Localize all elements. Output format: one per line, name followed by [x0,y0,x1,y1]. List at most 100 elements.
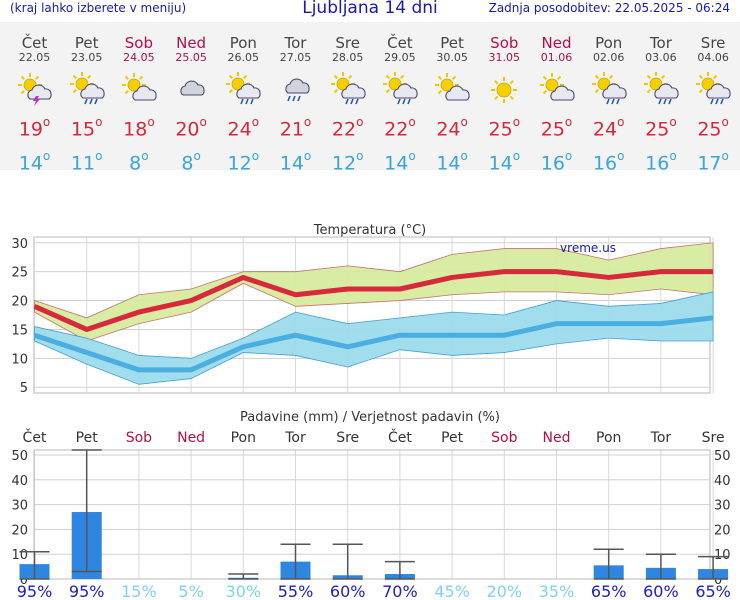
watermark: vreme.us [560,241,616,255]
precipitation-day-label: Ned [543,430,571,446]
temperature-y-tick: 10 [11,352,28,367]
day-column: Sre 04.06 25o 17o [687,22,739,175]
max-temperature: 25o [697,115,729,141]
min-temperature: 14o [488,149,521,175]
day-date: 28.05 [331,51,364,64]
day-column: Sob 31.05 25o 14o [478,22,530,175]
day-column: Tor 03.06 25o 16o [635,22,687,175]
top-bar: (kraj lahko izberete v meniju) Ljubljana… [0,0,740,22]
day-name: Sre [335,34,360,52]
temperature-range-band-min [34,291,714,385]
max-temperature: 22o [331,115,364,141]
day-date: 01.06 [540,51,573,64]
precipitation-y-tick-left: 40 [11,474,28,489]
sun-cloud-rain-icon [643,72,679,108]
min-temperature: 14o [436,149,468,175]
precipitation-day-label: Pon [231,430,256,446]
day-column: Sob 24.05 18o 8o [113,22,165,175]
last-update: Zadnja posodobitev: 22.05.2025 - 06:24 [488,1,730,15]
sun-cloud-rain-icon [695,72,731,108]
max-temperature: 24o [436,115,468,141]
max-temperature: 24o [227,115,260,141]
max-temperature: 25o [540,115,573,141]
min-temperature: 14o [384,149,416,175]
precipitation-probability: 55% [278,582,314,600]
precipitation-probability: 20% [487,582,523,600]
precipitation-y-tick-right: 10 [714,548,731,563]
day-date: 31.05 [488,51,521,64]
precipitation-probability: 15% [121,582,157,600]
min-temperature: 12o [331,149,364,175]
temperature-chart-title: Temperatura (°C) [313,223,426,238]
temperature-line-min [33,315,714,373]
precipitation-y-tick-right: 20 [714,523,731,538]
day-date: 24.05 [123,51,155,64]
precipitation-day-label: Pet [441,430,464,446]
temperature-line-max [33,269,714,332]
precipitation-day-label: Sre [702,430,725,446]
precipitation-y-tick-left: 10 [11,548,28,563]
precipitation-probability: 60% [330,582,366,600]
max-temperature: 19o [18,115,51,141]
max-temperature: 15o [70,115,103,141]
day-name: Pon [229,34,257,52]
precipitation-day-label: Pon [596,430,621,446]
precipitation-probability: 60% [643,582,679,600]
precipitation-y-tick-left: 20 [11,523,28,538]
max-temperature: 25o [488,115,521,141]
day-column: Pet 30.05 24o 14o [426,22,478,175]
day-name: Pon [595,34,623,52]
temperature-y-tick: 5 [20,381,28,396]
partly-sunny-thunder-icon [17,72,53,108]
max-temperature: 20o [175,115,207,141]
precipitation-day-label: Sob [126,430,152,446]
day-date: 29.05 [384,51,416,64]
day-name: Ned [176,34,207,52]
day-name: Ned [541,34,572,52]
min-temperature: 14o [279,149,312,175]
min-temperature: 8o [129,149,149,175]
day-name: Čet [21,34,48,52]
precipitation-y-tick-right: 40 [714,474,731,489]
precipitation-day-label: Čet [388,428,412,446]
partly-sunny-icon [434,72,470,108]
precipitation-day-label: Sob [491,430,517,446]
sun-cloud-rain-icon [225,72,261,108]
precipitation-y-tick-right: 30 [714,499,731,514]
min-temperature: 16o [540,149,573,175]
precipitation-probability: 65% [591,582,627,600]
day-column: Čet 22.05 19o 14o [9,22,61,175]
day-date: 27.05 [279,51,312,64]
day-column: Pon 26.05 24o 12o [217,22,269,175]
day-column: Ned 25.05 20o 8o [165,22,217,175]
partly-sunny-icon [539,72,575,108]
precipitation-probability: 70% [382,582,418,600]
charts-area: Temperatura (°C) 5 10 15 20 25 30 vreme.us Padav… [11,223,731,600]
max-temperature: 21o [279,115,312,141]
partly-sunny-icon [121,72,157,108]
precipitation-y-tick-left: 50 [11,449,28,464]
precipitation-y-tick-right: 50 [714,449,731,464]
min-temperature: 8o [181,149,201,175]
day-column: Ned 01.06 25o 16o [531,22,583,175]
precipitation-probability: 45% [434,582,470,600]
precipitation-probability: 65% [695,582,731,600]
day-name: Pet [440,34,464,52]
sun-cloud-rain-icon [591,72,627,108]
min-temperature: 12o [227,149,260,175]
precipitation-day-label: Tor [650,430,672,446]
cloudy-icon [173,72,209,108]
day-column: Čet 29.05 22o 14o [374,22,426,175]
day-name: Tor [649,34,672,52]
location-menu-note[interactable]: (kraj lahko izberete v meniju) [10,1,187,15]
precipitation-plot-frame [33,449,711,580]
day-column: Sre 28.05 22o 12o [322,22,374,175]
day-date: 02.06 [592,51,625,64]
temperature-y-tick: 20 [11,295,28,310]
precipitation-day-label: Ned [177,430,205,446]
day-column: Tor 27.05 21o 14o [270,22,322,175]
max-temperature: 18o [123,115,155,141]
min-temperature: 17o [697,149,729,175]
day-date: 26.05 [227,51,260,64]
precipitation-day-label: Tor [284,430,306,446]
